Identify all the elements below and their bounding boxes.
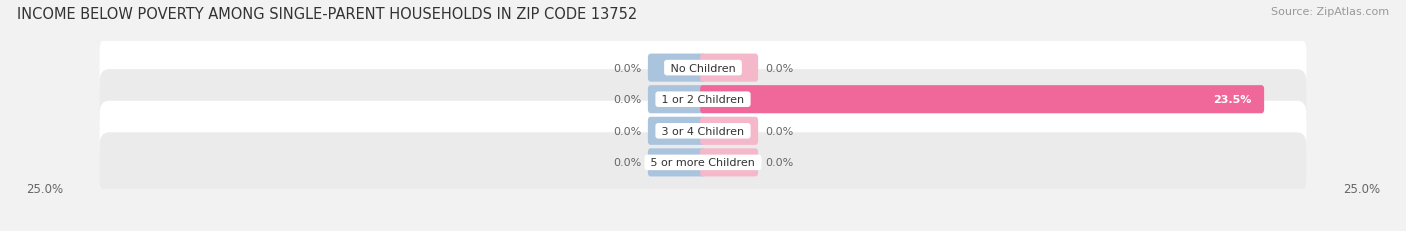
Text: 0.0%: 0.0% [613, 158, 641, 168]
FancyBboxPatch shape [100, 101, 1306, 161]
Text: 25.0%: 25.0% [1343, 182, 1381, 195]
FancyBboxPatch shape [648, 86, 706, 114]
FancyBboxPatch shape [700, 54, 758, 82]
Text: 0.0%: 0.0% [765, 63, 793, 73]
FancyBboxPatch shape [648, 117, 706, 145]
FancyBboxPatch shape [100, 133, 1306, 193]
FancyBboxPatch shape [648, 54, 706, 82]
Text: 0.0%: 0.0% [613, 63, 641, 73]
Text: 1 or 2 Children: 1 or 2 Children [658, 95, 748, 105]
FancyBboxPatch shape [648, 149, 706, 177]
Text: 25.0%: 25.0% [25, 182, 63, 195]
Text: 23.5%: 23.5% [1213, 95, 1251, 105]
FancyBboxPatch shape [100, 70, 1306, 130]
Text: 0.0%: 0.0% [765, 126, 793, 136]
FancyBboxPatch shape [700, 149, 758, 177]
Text: No Children: No Children [666, 63, 740, 73]
Text: 5 or more Children: 5 or more Children [647, 158, 759, 168]
Text: INCOME BELOW POVERTY AMONG SINGLE-PARENT HOUSEHOLDS IN ZIP CODE 13752: INCOME BELOW POVERTY AMONG SINGLE-PARENT… [17, 7, 637, 22]
FancyBboxPatch shape [700, 117, 758, 145]
Text: 0.0%: 0.0% [765, 158, 793, 168]
FancyBboxPatch shape [100, 38, 1306, 98]
FancyBboxPatch shape [700, 86, 1264, 114]
Text: Source: ZipAtlas.com: Source: ZipAtlas.com [1271, 7, 1389, 17]
Text: 3 or 4 Children: 3 or 4 Children [658, 126, 748, 136]
Text: 0.0%: 0.0% [613, 95, 641, 105]
Text: 0.0%: 0.0% [613, 126, 641, 136]
